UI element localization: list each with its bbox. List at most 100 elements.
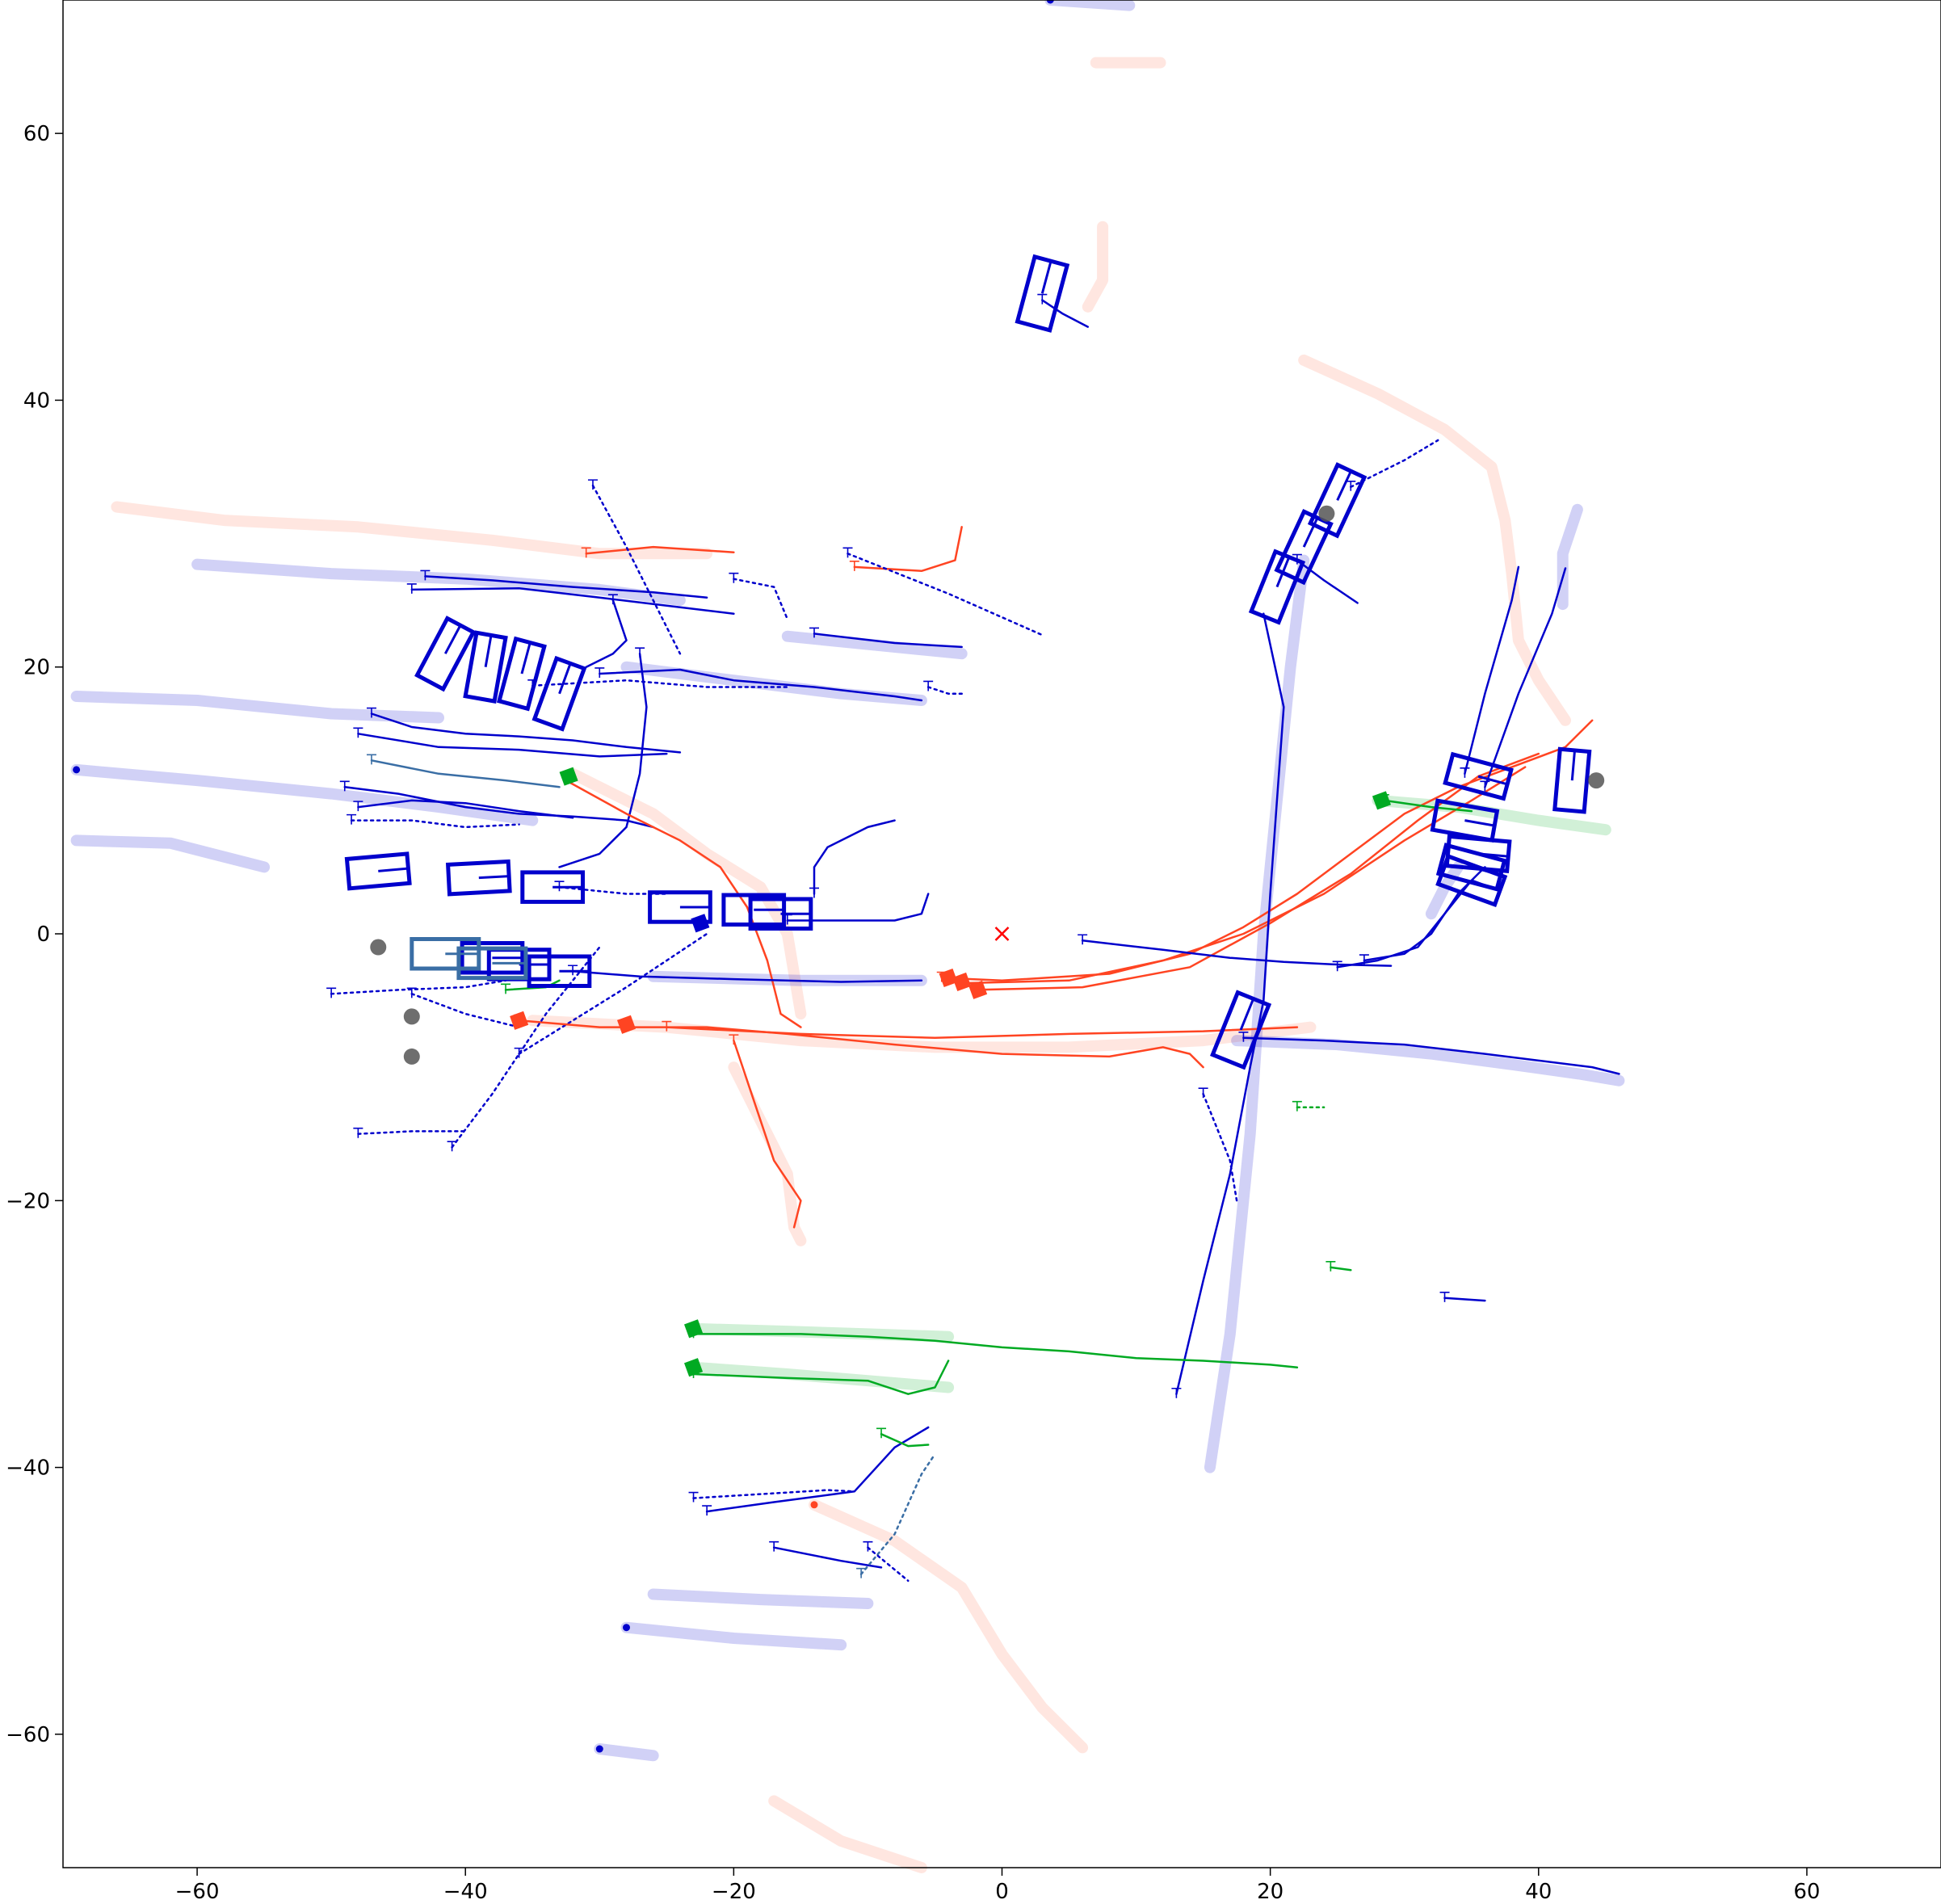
- track-start-tick: [339, 780, 350, 792]
- agent-marker: [559, 767, 578, 786]
- faded-track: [781, 630, 968, 660]
- heading-line: [1302, 519, 1318, 548]
- agent-track: [343, 786, 654, 829]
- y-tick-label: −20: [6, 1189, 50, 1213]
- agent-track: [733, 578, 789, 620]
- agent-track: [451, 946, 601, 1149]
- track-start-tick: [347, 813, 357, 825]
- agent-track: [1443, 1297, 1486, 1302]
- agent-track: [1363, 866, 1486, 962]
- y-tick-label: 40: [23, 389, 50, 413]
- track-endpoint: [73, 766, 81, 774]
- agent-marker: [952, 972, 972, 991]
- track-start-tick: [406, 583, 417, 594]
- track-start-tick: [702, 1505, 712, 1516]
- track-start-tick: [1346, 480, 1356, 491]
- faded-track: [768, 1795, 927, 1873]
- agent-track: [705, 1426, 930, 1513]
- track-endpoint: [595, 1745, 603, 1753]
- x-tick-label: 60: [1793, 1880, 1820, 1904]
- x-tick-label: 0: [995, 1880, 1009, 1904]
- heading-line: [1336, 472, 1352, 501]
- track-start-tick: [581, 547, 591, 558]
- agent-marker: [939, 968, 958, 988]
- agent-track: [692, 1333, 1299, 1368]
- track-endpoint: [1046, 0, 1054, 4]
- vehicle-box: [1274, 508, 1334, 586]
- agent-track: [1202, 1092, 1238, 1202]
- agent-track: [733, 1039, 802, 1229]
- vehicle-box: [648, 890, 712, 924]
- track-start-tick: [688, 1491, 699, 1503]
- agent-track: [518, 1019, 1204, 1069]
- agent-marker: [968, 980, 988, 999]
- faded-track: [728, 1061, 807, 1246]
- y-tick-label: 20: [23, 656, 50, 680]
- track-endpoint: [623, 1624, 630, 1632]
- track-start-tick: [1359, 954, 1369, 965]
- faded-track: [1298, 354, 1571, 726]
- faded-track: [527, 1015, 1317, 1053]
- track-start-tick: [353, 727, 363, 738]
- track-start-tick: [809, 887, 819, 898]
- vehicle-box: [1015, 254, 1070, 333]
- heading-line: [1040, 262, 1052, 294]
- agent-track: [813, 819, 896, 895]
- x-tick-label: −60: [175, 1880, 220, 1904]
- vehicle-box: [1248, 549, 1306, 625]
- agent-track: [330, 979, 507, 995]
- agent-marker: [684, 1319, 704, 1339]
- track-start-tick: [1171, 1387, 1182, 1398]
- track-start-tick: [1198, 1087, 1208, 1099]
- track-start-tick: [1326, 1261, 1336, 1271]
- y-tick-label: 0: [36, 923, 50, 947]
- agent-track: [357, 1130, 467, 1135]
- vehicle-boxes: [344, 254, 1592, 1070]
- faded-track: [620, 1621, 847, 1651]
- agent-track: [565, 779, 802, 1028]
- vehicle-box: [1307, 462, 1368, 539]
- track-start-tick: [406, 987, 417, 998]
- faded-track: [1204, 554, 1310, 1473]
- faded-track: [191, 558, 686, 607]
- static-object: [1318, 505, 1335, 522]
- faded-track: [687, 1361, 955, 1393]
- agent-track: [357, 733, 668, 758]
- faded-future-tracks: [70, 0, 1625, 1873]
- agent-track: [410, 993, 520, 1028]
- agent-track: [1175, 612, 1285, 1395]
- y-tick-label: −60: [6, 1723, 50, 1747]
- track-start-tick: [1439, 1292, 1450, 1302]
- agent-track: [867, 1546, 910, 1582]
- agent-track: [859, 1452, 936, 1575]
- agent-track: [1484, 567, 1567, 788]
- heading-line: [558, 664, 571, 695]
- faded-track: [567, 767, 807, 1020]
- faded-track: [70, 691, 444, 724]
- track-start-tick: [1332, 960, 1342, 972]
- agent-track: [571, 969, 923, 983]
- track-start-tick: [1292, 1100, 1302, 1112]
- track-start-tick: [842, 547, 853, 558]
- heading-line: [1471, 879, 1499, 892]
- agent-track: [370, 759, 561, 788]
- track-start-tick: [1460, 767, 1470, 778]
- faded-track: [1044, 0, 1136, 11]
- vehicle-box: [445, 859, 512, 897]
- static-object: [370, 939, 387, 956]
- static-object: [403, 1008, 420, 1025]
- track-start-tick: [809, 627, 819, 638]
- vehicle-box: [456, 946, 528, 981]
- ego-marker: [994, 927, 1010, 941]
- vehicle-box: [520, 870, 585, 904]
- vehicle-box: [748, 897, 813, 931]
- vehicle-box: [344, 851, 412, 891]
- track-start-tick: [420, 570, 431, 581]
- vehicle-box: [1430, 798, 1500, 843]
- agent-track: [1041, 299, 1090, 328]
- track-start-tick: [607, 594, 618, 605]
- heading-line: [1477, 775, 1506, 785]
- heading-line: [520, 644, 531, 675]
- y-tick-label: −40: [6, 1456, 50, 1481]
- agent-track: [591, 484, 682, 655]
